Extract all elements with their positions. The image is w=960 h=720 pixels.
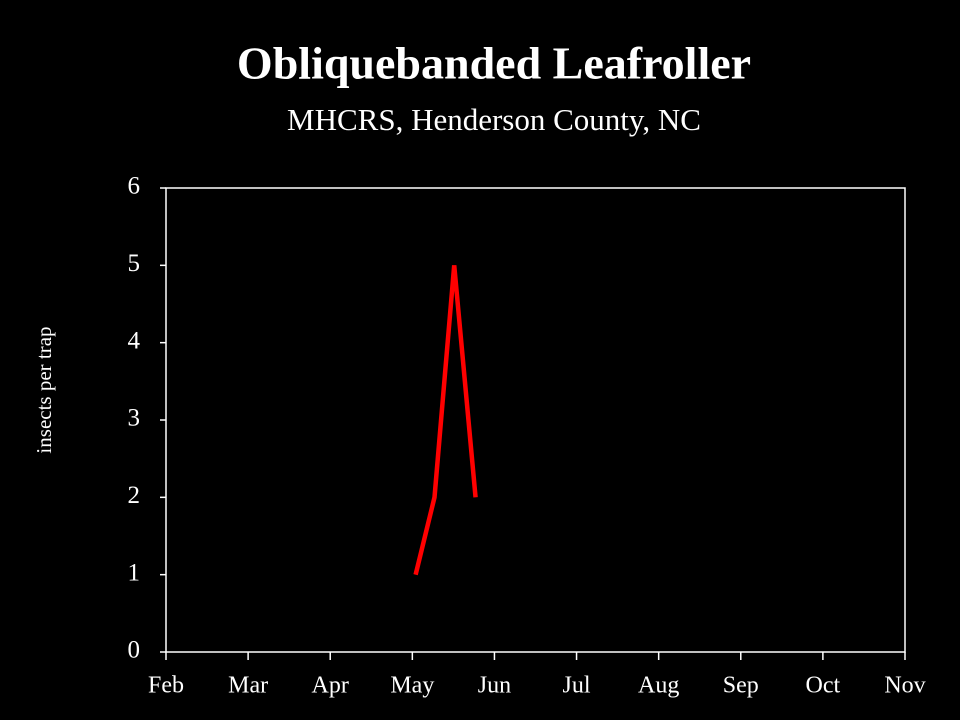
y-tick-label: 5 [128,250,141,277]
y-tick-label: 0 [128,637,141,664]
x-tick-label: Oct [806,673,841,699]
x-tick-label: Nov [884,673,925,699]
x-tick-label: May [390,673,434,699]
x-tick-label: Mar [228,673,268,699]
x-tick-label: Apr [312,673,349,699]
x-tick-label: Jul [563,673,591,699]
y-tick-label: 2 [128,482,141,509]
x-tick-label: Aug [638,673,679,699]
x-tick-label: Jun [478,673,511,699]
y-tick-label: 1 [128,559,141,586]
plot-frame [165,187,906,653]
y-axis-label: insects per trap [32,326,56,453]
chart-title: Obliquebanded Leafroller [237,38,751,89]
data-line [413,265,478,576]
x-tick-label: Sep [723,673,759,699]
y-tick-label: 6 [128,173,141,200]
chart-subtitle: MHCRS, Henderson County, NC [287,102,701,137]
x-tick-label: Feb [148,673,184,699]
y-tick-label: 4 [128,327,141,354]
y-tick-label: 3 [128,405,141,432]
